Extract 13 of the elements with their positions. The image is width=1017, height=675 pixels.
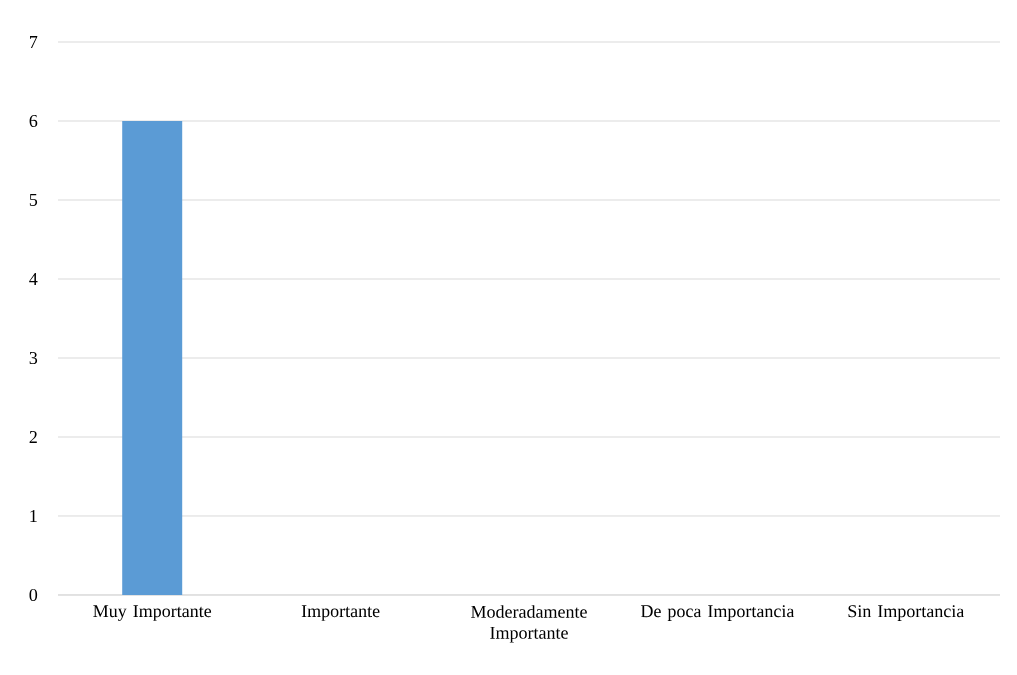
y-tick-label: 0 bbox=[29, 588, 38, 602]
y-tick-label: 1 bbox=[30, 510, 37, 522]
x-tick-label: Importante bbox=[301, 605, 380, 621]
y-tick-label: 7 bbox=[30, 36, 38, 48]
y-tick-label: 2 bbox=[29, 431, 37, 443]
y-tick-label: 4 bbox=[29, 273, 38, 285]
x-tick-label: Muy Importante bbox=[93, 605, 212, 621]
x-tick-label: Moderadamente Importante bbox=[471, 605, 587, 643]
y-tick-label: 5 bbox=[29, 194, 38, 206]
x-tick-label: De poca Importancia bbox=[640, 605, 795, 621]
x-tick-label: Sin Importancia bbox=[848, 605, 965, 621]
y-tick-label: 3 bbox=[29, 351, 38, 365]
y-tick-label: 6 bbox=[29, 114, 38, 128]
